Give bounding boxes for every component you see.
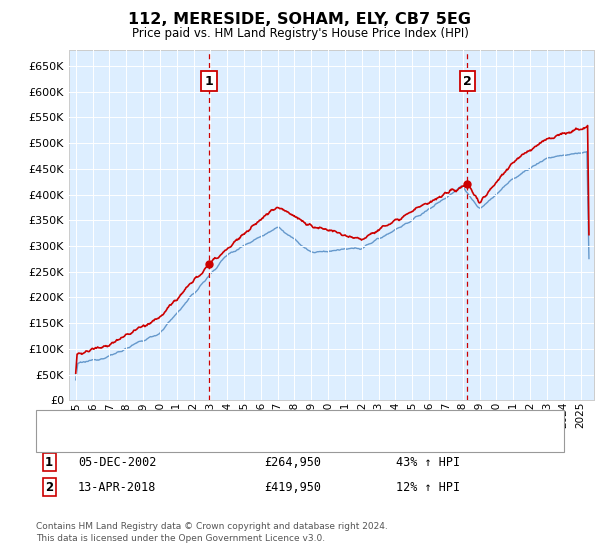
Text: 13-APR-2018: 13-APR-2018	[78, 480, 157, 494]
Text: Contains HM Land Registry data © Crown copyright and database right 2024.
This d: Contains HM Land Registry data © Crown c…	[36, 522, 388, 543]
Text: HPI: Average price, detached house, East Cambridgeshire: HPI: Average price, detached house, East…	[87, 436, 409, 446]
Text: 112, MERESIDE, SOHAM, ELY, CB7 5EG: 112, MERESIDE, SOHAM, ELY, CB7 5EG	[128, 12, 472, 27]
Text: 12% ↑ HPI: 12% ↑ HPI	[396, 480, 460, 494]
Text: 112, MERESIDE, SOHAM, ELY, CB7 5EG (detached house): 112, MERESIDE, SOHAM, ELY, CB7 5EG (deta…	[87, 417, 404, 427]
Text: 05-DEC-2002: 05-DEC-2002	[78, 455, 157, 469]
Text: 2: 2	[45, 480, 53, 494]
Text: £419,950: £419,950	[264, 480, 321, 494]
Text: 2: 2	[463, 75, 472, 88]
Text: 1: 1	[205, 75, 214, 88]
Text: 1: 1	[45, 455, 53, 469]
Text: 43% ↑ HPI: 43% ↑ HPI	[396, 455, 460, 469]
Text: Price paid vs. HM Land Registry's House Price Index (HPI): Price paid vs. HM Land Registry's House …	[131, 27, 469, 40]
Text: £264,950: £264,950	[264, 455, 321, 469]
